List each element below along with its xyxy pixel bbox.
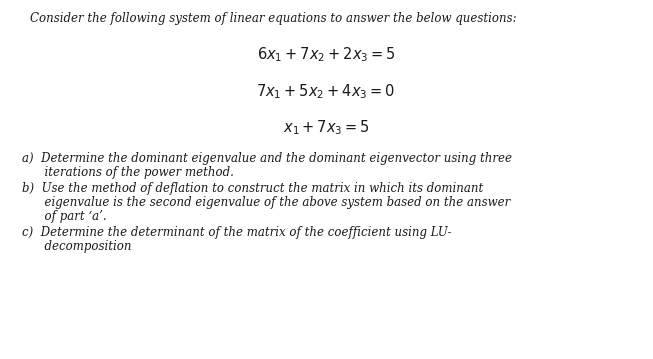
Text: c)  Determine the determinant of the matrix of the coefficient using LU-: c) Determine the determinant of the matr…	[22, 226, 451, 239]
Text: Consider the following system of linear equations to answer the below questions:: Consider the following system of linear …	[30, 12, 517, 25]
Text: a)  Determine the dominant eigenvalue and the dominant eigenvector using three: a) Determine the dominant eigenvalue and…	[22, 152, 512, 165]
Text: iterations of the power method.: iterations of the power method.	[22, 166, 234, 179]
Text: decomposition: decomposition	[22, 240, 131, 253]
Text: $6x_1 + 7x_2 + 2x_3 = 5$: $6x_1 + 7x_2 + 2x_3 = 5$	[257, 45, 395, 64]
Text: $7x_1 + 5x_2 + 4x_3 = 0$: $7x_1 + 5x_2 + 4x_3 = 0$	[257, 82, 396, 101]
Text: b)  Use the method of deflation to construct the matrix in which its dominant: b) Use the method of deflation to constr…	[22, 182, 483, 195]
Text: $x_1 + 7x_3 = 5$: $x_1 + 7x_3 = 5$	[283, 118, 370, 137]
Text: of part ‘a’.: of part ‘a’.	[22, 210, 106, 223]
Text: eigenvalue is the second eigenvalue of the above system based on the answer: eigenvalue is the second eigenvalue of t…	[22, 196, 510, 209]
